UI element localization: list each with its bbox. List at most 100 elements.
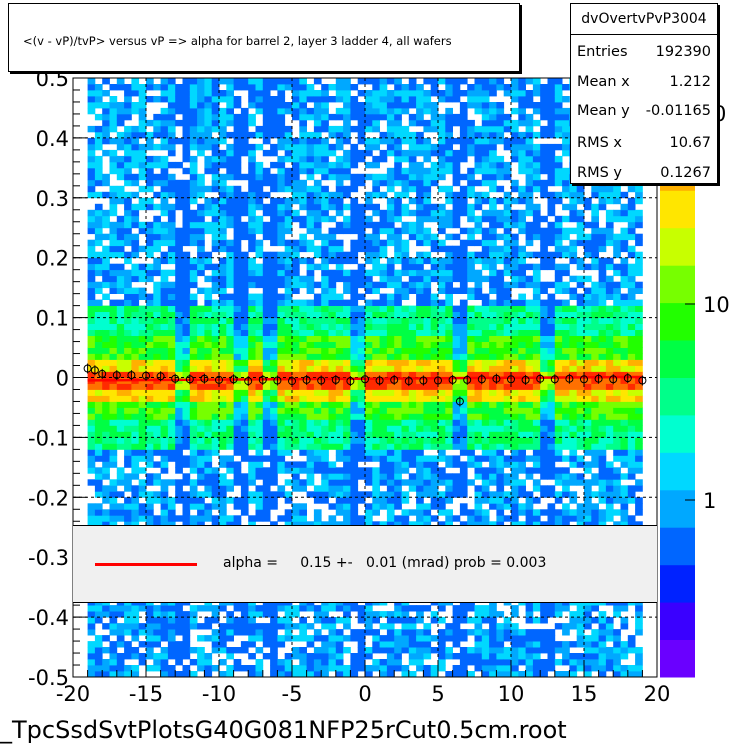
heatmap-cell bbox=[153, 419, 161, 426]
heatmap-cell bbox=[306, 521, 315, 528]
heatmap-cell bbox=[416, 317, 424, 324]
heatmap-cell bbox=[474, 203, 483, 211]
heatmap-cell bbox=[255, 509, 264, 516]
heatmap-cell bbox=[160, 389, 169, 396]
heatmap-cell bbox=[277, 96, 286, 103]
heatmap-cell bbox=[153, 263, 161, 271]
heatmap-cell bbox=[124, 617, 132, 624]
heatmap-cell bbox=[401, 431, 410, 438]
heatmap-cell bbox=[131, 437, 140, 444]
heatmap-cell bbox=[379, 305, 388, 312]
heatmap-cell bbox=[189, 503, 198, 510]
heatmap-cell bbox=[167, 84, 176, 91]
heatmap-cell bbox=[124, 521, 132, 528]
heatmap-cell bbox=[109, 299, 118, 306]
heatmap-cell bbox=[146, 329, 154, 336]
heatmap-cell bbox=[211, 635, 220, 642]
heatmap-cell bbox=[255, 251, 264, 259]
heatmap-cell bbox=[248, 371, 256, 378]
heatmap-cell bbox=[372, 665, 380, 672]
heatmap-cell bbox=[219, 269, 227, 277]
heatmap-cell bbox=[496, 233, 505, 241]
heatmap-cell bbox=[335, 323, 344, 330]
heatmap-cell bbox=[292, 329, 300, 336]
heatmap-cell bbox=[430, 407, 439, 414]
heatmap-cell bbox=[299, 125, 307, 133]
heatmap-cell bbox=[116, 113, 125, 121]
heatmap-cell bbox=[394, 227, 402, 235]
heatmap-cell bbox=[452, 167, 461, 175]
heatmap-cell bbox=[219, 96, 227, 103]
heatmap-cell bbox=[467, 509, 475, 516]
heatmap-cell bbox=[270, 305, 278, 312]
heatmap-cell bbox=[357, 347, 366, 354]
heatmap-cell bbox=[211, 90, 220, 97]
heatmap-cell bbox=[489, 102, 497, 109]
heatmap-cell bbox=[438, 209, 446, 217]
heatmap-cell bbox=[124, 413, 132, 420]
heatmap-cell bbox=[182, 611, 191, 618]
heatmap-cell bbox=[284, 215, 293, 223]
heatmap-cell bbox=[248, 221, 256, 229]
heatmap-cell bbox=[321, 299, 329, 306]
heatmap-cell bbox=[299, 653, 307, 660]
heatmap-cell bbox=[87, 515, 96, 522]
heatmap-cell bbox=[474, 503, 483, 510]
heatmap-cell bbox=[116, 473, 125, 480]
heatmap-cell bbox=[394, 78, 402, 85]
heatmap-cell bbox=[292, 335, 300, 342]
heatmap-cell bbox=[467, 659, 475, 666]
heatmap-cell bbox=[255, 671, 264, 678]
heatmap-cell bbox=[481, 401, 490, 408]
heatmap-cell bbox=[299, 245, 307, 253]
heatmap-cell bbox=[343, 173, 351, 181]
heatmap-cell bbox=[131, 341, 140, 348]
heatmap-cell bbox=[240, 305, 249, 312]
heatmap-cell bbox=[408, 275, 417, 283]
heatmap-cell bbox=[438, 329, 446, 336]
heatmap-cell bbox=[226, 305, 234, 312]
heatmap-cell bbox=[379, 419, 388, 426]
heatmap-cell bbox=[372, 317, 380, 324]
heatmap-cell bbox=[372, 329, 380, 336]
heatmap-cell bbox=[262, 125, 271, 133]
heatmap-cell bbox=[313, 245, 322, 253]
heatmap-cell bbox=[350, 317, 359, 324]
heatmap-cell bbox=[386, 131, 395, 139]
heatmap-cell bbox=[226, 371, 234, 378]
heatmap-cell bbox=[474, 641, 483, 648]
heatmap-cell bbox=[365, 353, 373, 360]
heatmap-cell bbox=[160, 503, 169, 510]
heatmap-cell bbox=[343, 443, 351, 450]
heatmap-cell bbox=[124, 125, 132, 133]
heatmap-cell bbox=[109, 491, 118, 498]
heatmap-cell bbox=[131, 665, 140, 672]
heatmap-cell bbox=[116, 329, 125, 336]
heatmap-cell bbox=[248, 497, 256, 504]
heatmap-cell bbox=[416, 497, 424, 504]
heatmap-cell bbox=[102, 102, 110, 109]
heatmap-cell bbox=[321, 281, 329, 289]
heatmap-cell bbox=[452, 473, 461, 480]
heatmap-cell bbox=[416, 479, 424, 486]
heatmap-cell bbox=[284, 515, 293, 522]
heatmap-cell bbox=[489, 299, 497, 306]
heatmap-cell bbox=[182, 329, 191, 336]
heatmap-cell bbox=[401, 365, 410, 372]
heatmap-cell bbox=[131, 275, 140, 283]
heatmap-cell bbox=[182, 143, 191, 151]
heatmap-cell bbox=[306, 203, 315, 211]
heatmap-cell bbox=[445, 293, 453, 300]
heatmap-cell bbox=[481, 425, 490, 432]
heatmap-cell bbox=[313, 521, 322, 528]
heatmap-cell bbox=[467, 521, 475, 528]
heatmap-cell bbox=[197, 413, 205, 420]
heatmap-cell bbox=[372, 137, 380, 145]
heatmap-cell bbox=[511, 437, 519, 444]
heatmap-cell bbox=[131, 125, 140, 133]
heatmap-cell bbox=[219, 149, 227, 157]
heatmap-cell bbox=[124, 515, 132, 522]
heatmap-cell bbox=[211, 641, 220, 648]
heatmap-cell bbox=[219, 113, 227, 121]
heatmap-cell bbox=[262, 431, 271, 438]
